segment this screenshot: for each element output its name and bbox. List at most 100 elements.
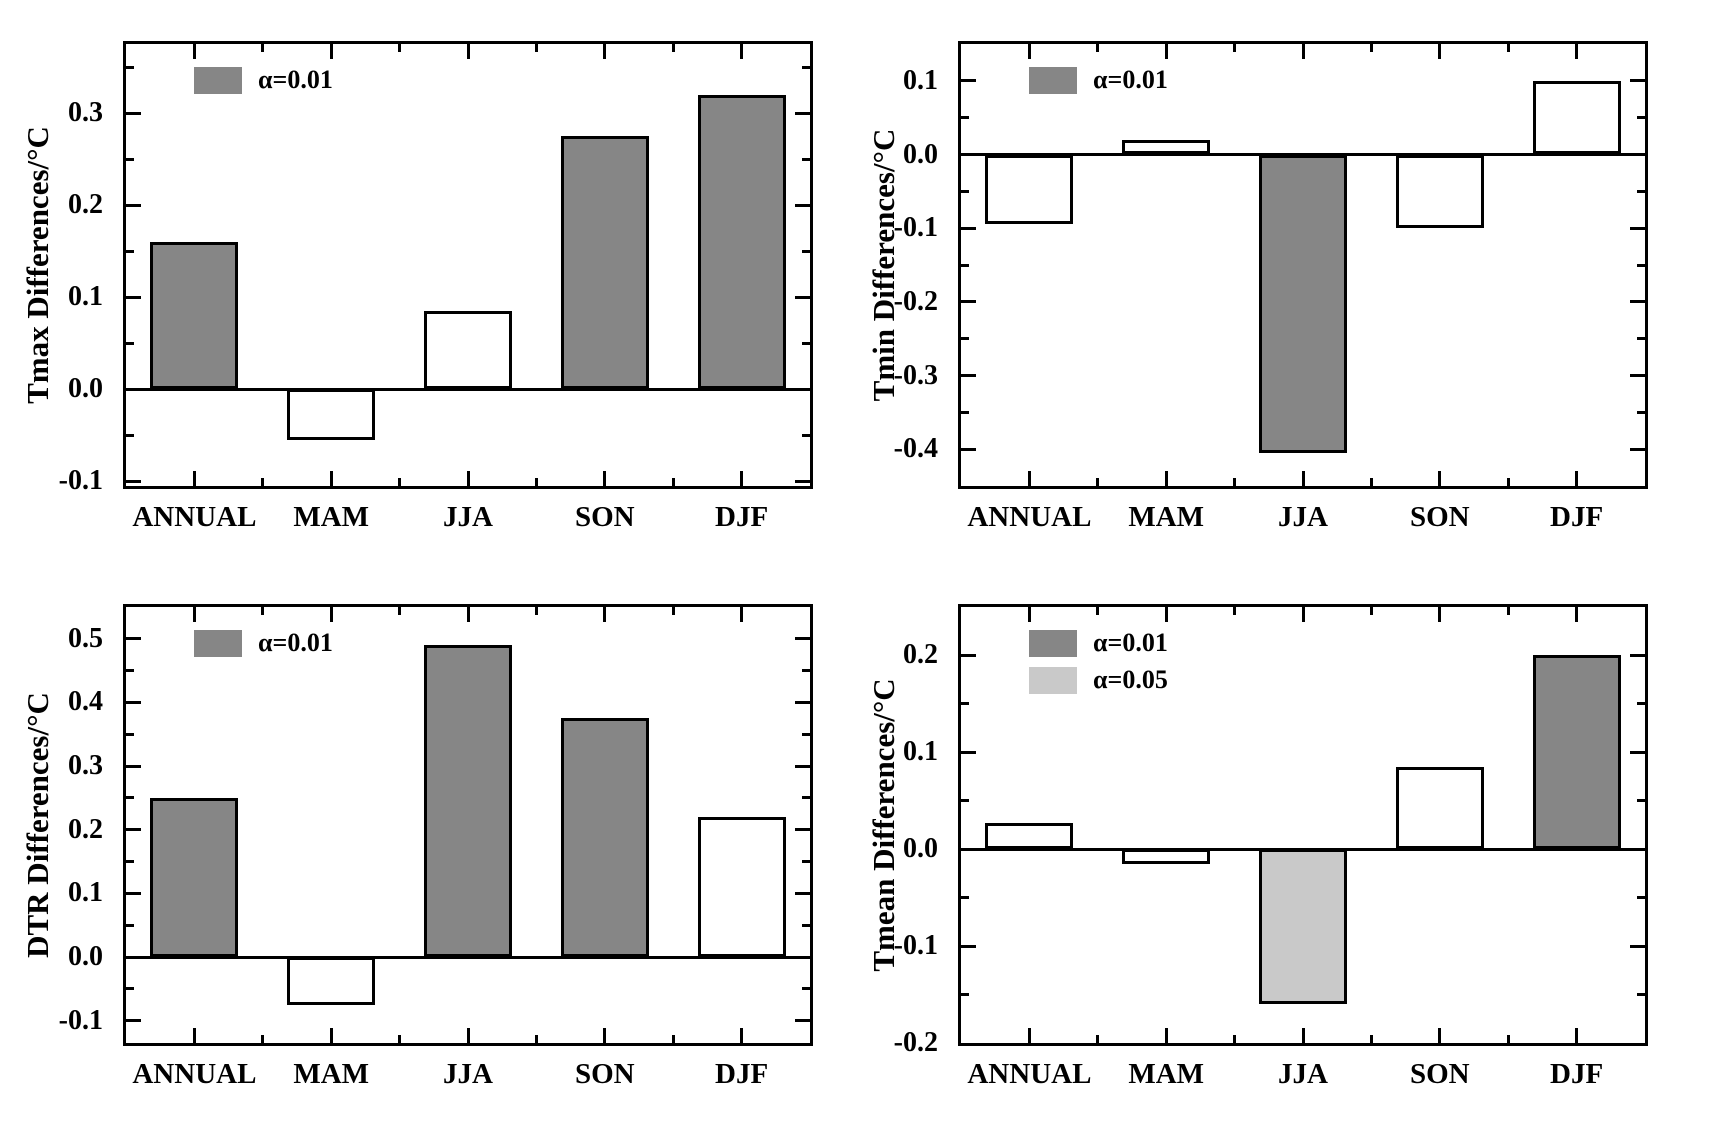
tmin-y-tick-label: -0.2	[893, 285, 938, 317]
tick-mark	[795, 637, 810, 641]
tmean-x-tick-label-annual: ANNUAL	[967, 1058, 1092, 1090]
tick-mark	[1301, 607, 1305, 622]
tick-mark	[961, 374, 976, 377]
tick-mark	[126, 828, 141, 832]
dtr-y-tick-label: 0.1	[68, 877, 103, 909]
tmean-bar-mam	[1122, 849, 1211, 864]
tick-mark	[1369, 607, 1373, 615]
tmean-legend-item: α=0.05	[1029, 666, 1168, 694]
tmax-x-tick-label-son: SON	[574, 501, 635, 533]
tick-mark	[1096, 478, 1100, 486]
tick-mark	[1637, 116, 1645, 120]
tick-mark	[802, 669, 810, 673]
tick-mark	[1438, 44, 1442, 59]
tick-mark	[961, 653, 976, 657]
tmax-y-tick-label: 0.0	[68, 373, 103, 405]
dtr-x-tick-label-mam: MAM	[293, 1058, 370, 1090]
tick-mark	[1301, 44, 1305, 59]
tmin-x-tick-label-djf: DJF	[1550, 501, 1604, 533]
tick-mark	[961, 993, 969, 997]
tmax-y-tick-label: 0.3	[68, 97, 103, 129]
tick-mark	[961, 847, 976, 851]
tmin-bar-annual	[985, 154, 1074, 225]
tick-mark	[961, 702, 969, 706]
tick-mark	[466, 607, 470, 622]
tick-mark	[1438, 471, 1442, 486]
tick-mark	[192, 607, 196, 622]
dtr-y-tick-label: -0.1	[58, 1004, 103, 1036]
tick-mark	[534, 1035, 538, 1043]
tick-mark	[802, 65, 810, 69]
tmean-x-tick-label-jja: JJA	[1278, 1058, 1328, 1090]
tmin-y-tick-label: -0.1	[893, 212, 938, 244]
tick-mark	[466, 471, 470, 486]
tick-mark	[1301, 471, 1305, 486]
legend-swatch-alpha_001	[1029, 629, 1077, 657]
tick-mark	[1630, 944, 1645, 948]
tmax-x-tick-label-jja: JJA	[443, 501, 493, 533]
tmean-bar-jja	[1259, 849, 1347, 1005]
tmean-legend-item: α=0.01	[1029, 629, 1168, 657]
tick-mark	[1369, 478, 1373, 486]
tick-mark	[1438, 607, 1442, 622]
tick-mark	[795, 295, 810, 299]
tick-mark	[126, 65, 134, 69]
legend-swatch-alpha_001	[194, 629, 242, 657]
tmin-y-tick-label: -0.4	[893, 433, 938, 465]
tmean-bar-djf	[1532, 655, 1621, 850]
dtr-x-tick-label-jja: JJA	[443, 1058, 493, 1090]
tmax-x-tick-label-annual: ANNUAL	[132, 501, 257, 533]
tick-mark	[126, 764, 141, 768]
tick-mark	[329, 471, 333, 486]
tick-mark	[603, 44, 607, 59]
tmax-zero-line	[126, 387, 810, 391]
tick-mark	[1164, 44, 1168, 59]
tick-mark	[329, 1028, 333, 1043]
tick-mark	[740, 44, 744, 59]
tick-mark	[126, 1019, 141, 1023]
tick-mark	[1027, 607, 1031, 622]
tick-mark	[1164, 1028, 1168, 1043]
tmean-bar-son	[1395, 766, 1484, 850]
dtr-y-tick-label: 0.4	[68, 686, 103, 718]
tmin-plot-area: α=0.01	[958, 41, 1648, 489]
tick-mark	[1233, 607, 1237, 615]
tick-mark	[1637, 702, 1645, 706]
tmean-y-tick-label: 0.2	[903, 639, 938, 671]
tick-mark	[1630, 847, 1645, 851]
tick-mark	[1096, 44, 1100, 52]
tmean-x-tick-label-djf: DJF	[1550, 1058, 1604, 1090]
tick-mark	[961, 447, 976, 451]
tmin-y-tick-label: 0.1	[903, 64, 938, 96]
tick-mark	[126, 203, 141, 207]
tmax-bar-mam	[287, 389, 376, 440]
tmean-y-axis-title: Tmean Differences/°C	[866, 678, 901, 972]
tick-mark	[1096, 607, 1100, 615]
tick-mark	[534, 44, 538, 52]
dtr-zero-line	[126, 955, 810, 959]
tick-mark	[1637, 993, 1645, 997]
tmin-x-tick-label-annual: ANNUAL	[967, 501, 1092, 533]
legend-label: α=0.01	[1093, 65, 1168, 94]
tick-mark	[1575, 44, 1579, 59]
tick-mark	[126, 955, 141, 959]
tick-mark	[961, 116, 969, 120]
tick-mark	[671, 607, 675, 615]
tick-mark	[466, 44, 470, 59]
tick-mark	[192, 471, 196, 486]
tick-mark	[126, 111, 141, 115]
tick-mark	[671, 44, 675, 52]
tick-mark	[802, 732, 810, 736]
tick-mark	[1506, 478, 1510, 486]
tick-mark	[961, 263, 969, 267]
tick-mark	[1630, 300, 1645, 304]
tick-mark	[603, 607, 607, 622]
tick-mark	[126, 387, 141, 391]
tmax-bar-jja	[424, 311, 512, 390]
tmin-bar-mam	[1122, 139, 1211, 155]
tmean-bar-annual	[985, 823, 1074, 850]
tick-mark	[1369, 1035, 1373, 1043]
tick-mark	[802, 860, 810, 864]
tick-mark	[1630, 653, 1645, 657]
